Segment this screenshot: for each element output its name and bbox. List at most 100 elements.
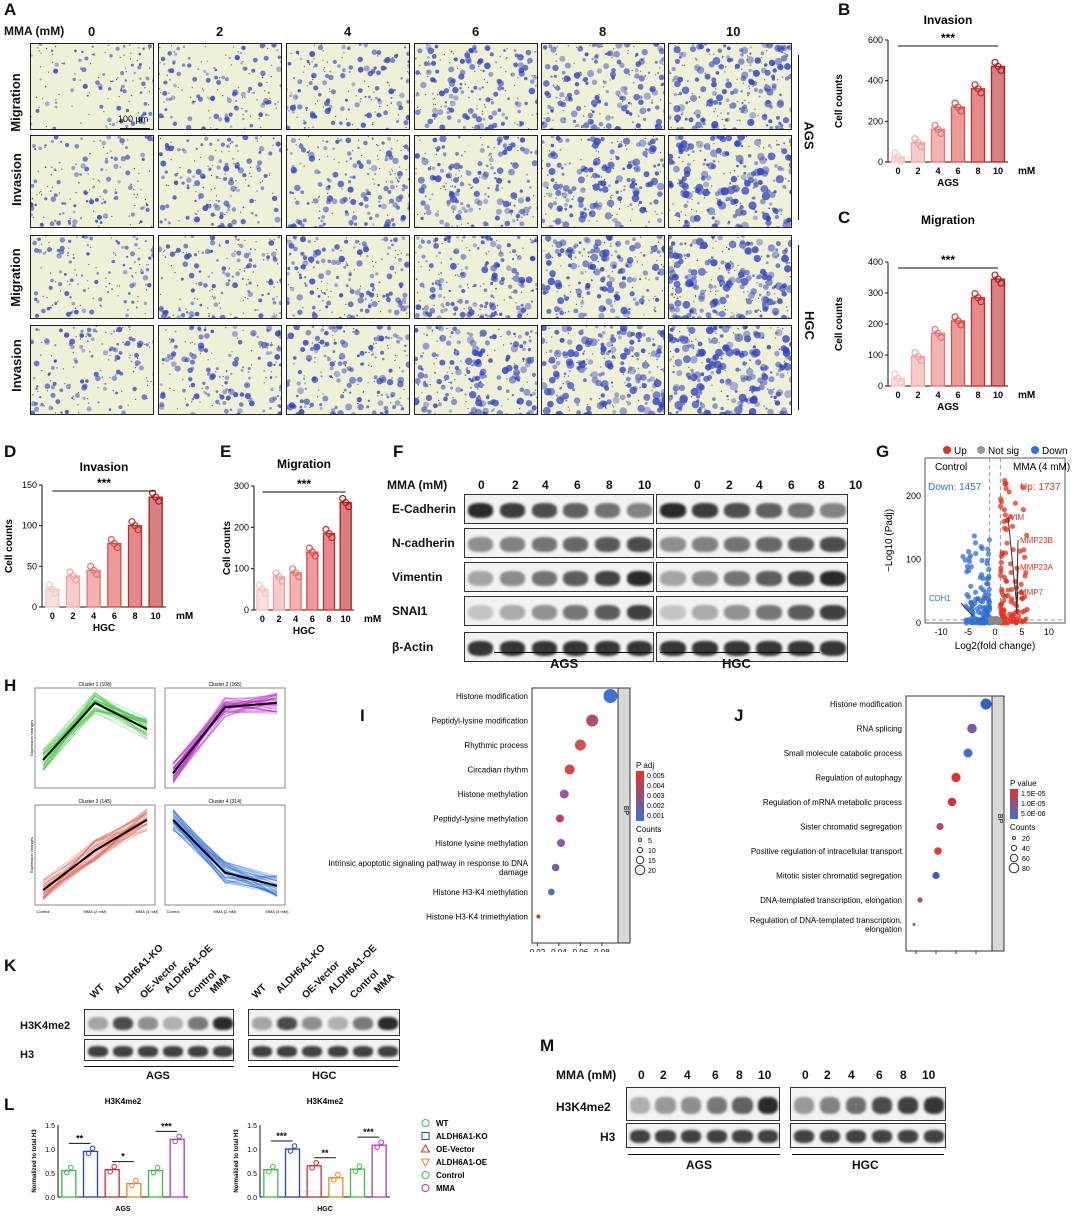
- stained-cell: [85, 379, 89, 383]
- stained-cell: [111, 122, 116, 127]
- pore-dot: [217, 89, 219, 91]
- stained-cell: [648, 220, 651, 223]
- pore-dot: [391, 377, 393, 379]
- stained-cell: [248, 281, 252, 285]
- stained-cell: [487, 124, 494, 129]
- stained-cell: [610, 337, 617, 343]
- pore-dot: [146, 397, 148, 400]
- stained-cell: [692, 190, 695, 193]
- pore-dot: [472, 286, 474, 288]
- stained-cell: [347, 180, 352, 184]
- stained-cell: [221, 271, 225, 274]
- stained-cell: [445, 173, 451, 179]
- stained-cell: [328, 326, 333, 330]
- stained-cell: [781, 76, 784, 78]
- stained-cell: [72, 326, 75, 329]
- stained-cell: [96, 214, 102, 220]
- stained-cell: [680, 51, 687, 58]
- stained-cell: [584, 285, 590, 291]
- stained-cell: [266, 280, 269, 283]
- stained-cell: [384, 57, 391, 64]
- stained-cell: [233, 392, 239, 398]
- pore-dot: [87, 192, 89, 194]
- stained-cell: [351, 414, 353, 415]
- micrograph-stain: [669, 326, 791, 414]
- stained-cell: [483, 171, 489, 178]
- stained-cell: [604, 407, 608, 410]
- stained-cell: [536, 112, 537, 115]
- stained-cell: [687, 143, 695, 150]
- stained-cell: [475, 360, 482, 368]
- pore-dot: [417, 213, 419, 216]
- pore-dot: [57, 253, 59, 256]
- pore-dot: [736, 78, 738, 80]
- stained-cell: [258, 146, 265, 152]
- pore-dot: [322, 326, 324, 328]
- stained-cell: [443, 88, 450, 94]
- stained-cell: [141, 271, 144, 275]
- stained-cell: [95, 198, 99, 202]
- pore-dot: [522, 247, 524, 249]
- stained-cell: [438, 283, 442, 287]
- pore-dot: [42, 98, 44, 100]
- stained-cell: [505, 136, 510, 140]
- stained-cell: [482, 117, 486, 121]
- stained-cell: [393, 89, 396, 92]
- stained-cell: [81, 70, 84, 73]
- stained-cell: [626, 382, 632, 388]
- stained-cell: [734, 63, 740, 69]
- stained-cell: [433, 243, 439, 249]
- pore-dot: [147, 264, 149, 266]
- stained-cell: [638, 200, 642, 205]
- pore-dot: [133, 168, 136, 170]
- stained-cell: [707, 207, 716, 216]
- stained-cell: [164, 143, 169, 148]
- stained-cell: [405, 253, 409, 257]
- stained-cell: [268, 240, 275, 246]
- pore-dot: [140, 189, 142, 191]
- pore-dot: [207, 307, 209, 309]
- stained-cell: [130, 183, 132, 186]
- stained-cell: [228, 112, 233, 117]
- pore-dot: [459, 342, 461, 344]
- stained-cell: [625, 260, 633, 269]
- stained-cell: [372, 178, 375, 181]
- stained-cell: [472, 243, 477, 248]
- stained-cell: [528, 206, 532, 209]
- pore-dot: [187, 169, 190, 171]
- pore-dot: [335, 246, 337, 248]
- stained-cell: [708, 284, 713, 289]
- pore-dot: [553, 275, 555, 277]
- pore-dot: [520, 291, 523, 293]
- pore-dot: [429, 315, 431, 318]
- stained-cell: [768, 59, 776, 66]
- stained-cell: [462, 125, 466, 129]
- pore-dot: [573, 252, 575, 254]
- stained-cell: [178, 306, 181, 310]
- pore-dot: [526, 381, 528, 383]
- stained-cell: [359, 292, 365, 298]
- pore-dot: [324, 293, 326, 296]
- stained-cell: [605, 90, 609, 94]
- stained-cell: [374, 356, 377, 359]
- pore-dot: [596, 247, 598, 249]
- stained-cell: [214, 75, 218, 80]
- pore-dot: [547, 174, 549, 176]
- pore-dot: [103, 111, 105, 113]
- stained-cell: [258, 340, 264, 347]
- stained-cell: [296, 394, 299, 398]
- stained-cell: [135, 237, 139, 241]
- pore-dot: [619, 201, 622, 203]
- stained-cell: [721, 326, 730, 333]
- stained-cell: [722, 44, 727, 48]
- stained-cell: [512, 162, 519, 169]
- stained-cell: [479, 350, 483, 354]
- pore-dot: [380, 311, 382, 313]
- stained-cell: [482, 69, 485, 73]
- pore-dot: [753, 82, 755, 84]
- pore-dot: [431, 330, 433, 332]
- stained-cell: [446, 111, 450, 114]
- stained-cell: [702, 122, 706, 126]
- stained-cell: [673, 165, 680, 173]
- pore-dot: [129, 58, 132, 60]
